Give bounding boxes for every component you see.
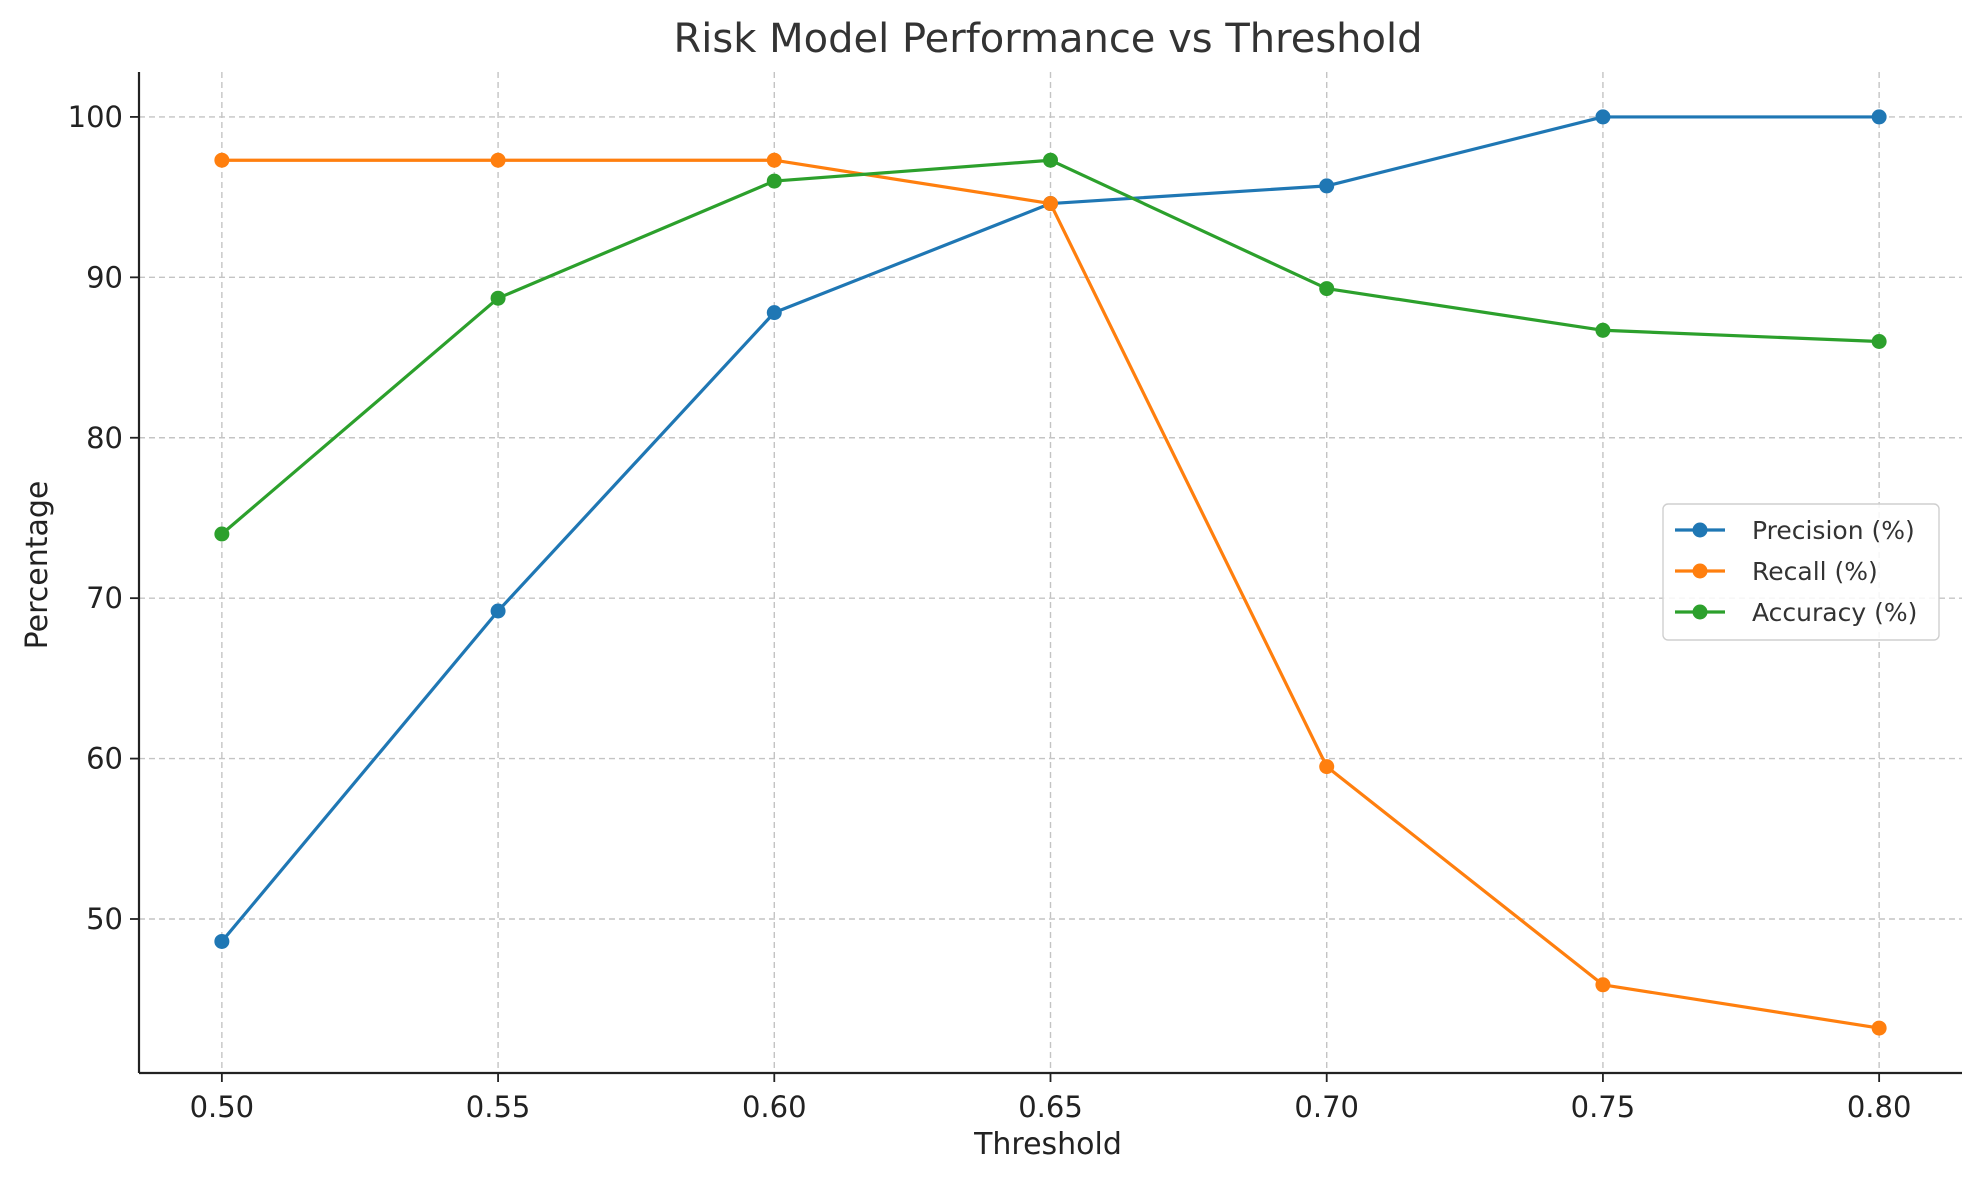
x-tick-label: 0.65	[1018, 1090, 1083, 1124]
chart-title: Risk Model Performance vs Threshold	[674, 16, 1423, 62]
x-tick-label: 0.75	[1571, 1090, 1636, 1124]
data-point	[214, 152, 230, 168]
y-tick-label: 90	[86, 260, 123, 294]
x-tick-label: 0.70	[1294, 1090, 1359, 1124]
x-tick-label: 0.80	[1847, 1090, 1912, 1124]
y-axis-label: Percentage	[20, 481, 55, 650]
x-tick-label: 0.60	[742, 1090, 807, 1124]
data-point	[1871, 334, 1887, 349]
data-point	[1871, 1020, 1887, 1036]
y-tick-label: 50	[86, 902, 123, 936]
data-point	[1595, 322, 1611, 338]
data-point	[1595, 977, 1611, 993]
y-tick-label: 100	[68, 100, 123, 134]
data-point	[766, 152, 782, 168]
ticks-layer: 0.50 0.55 0.60 0.65 0.70 0.75 0.80 50 60 70 80 90 10…	[68, 100, 1912, 1124]
legend-label: Precision (%)	[1752, 516, 1915, 545]
series-2	[214, 152, 1887, 1036]
y-tick-label: 80	[86, 421, 123, 455]
legend-box	[1662, 503, 1940, 641]
legend-item: Recall (%)	[1675, 557, 1878, 586]
legend-marker	[1692, 522, 1708, 538]
legend-marker	[1692, 563, 1708, 579]
data-point	[766, 305, 782, 321]
y-tick-label: 60	[86, 742, 123, 776]
data-point	[1043, 152, 1058, 168]
y-tick-label: 70	[86, 581, 123, 615]
grid-layer	[139, 72, 1962, 1073]
legend-label: Accuracy (%)	[1752, 598, 1917, 627]
legend-label: Recall (%)	[1752, 557, 1878, 586]
legend-item: Precision (%)	[1675, 516, 1915, 545]
data-point	[490, 290, 506, 306]
data-point	[490, 152, 506, 168]
data-point	[1871, 109, 1887, 125]
data-point	[1319, 178, 1335, 194]
legend: Precision (%) Recall (%) Accuracy (%)	[1662, 503, 1940, 641]
series-3	[214, 152, 1887, 542]
data-point	[1043, 196, 1058, 212]
data-point	[1595, 109, 1611, 125]
data-point	[214, 933, 230, 949]
data-point	[1319, 281, 1335, 297]
data-point	[1319, 759, 1335, 775]
series-layer	[214, 109, 1887, 1036]
data-point	[490, 603, 506, 619]
legend-item: Accuracy (%)	[1675, 598, 1917, 627]
x-tick-label: 0.55	[466, 1090, 531, 1124]
x-axis-label: Threshold	[973, 1127, 1122, 1162]
data-point	[766, 173, 782, 189]
data-point	[214, 526, 230, 542]
legend-marker	[1692, 604, 1708, 620]
x-tick-label: 0.50	[190, 1090, 255, 1124]
